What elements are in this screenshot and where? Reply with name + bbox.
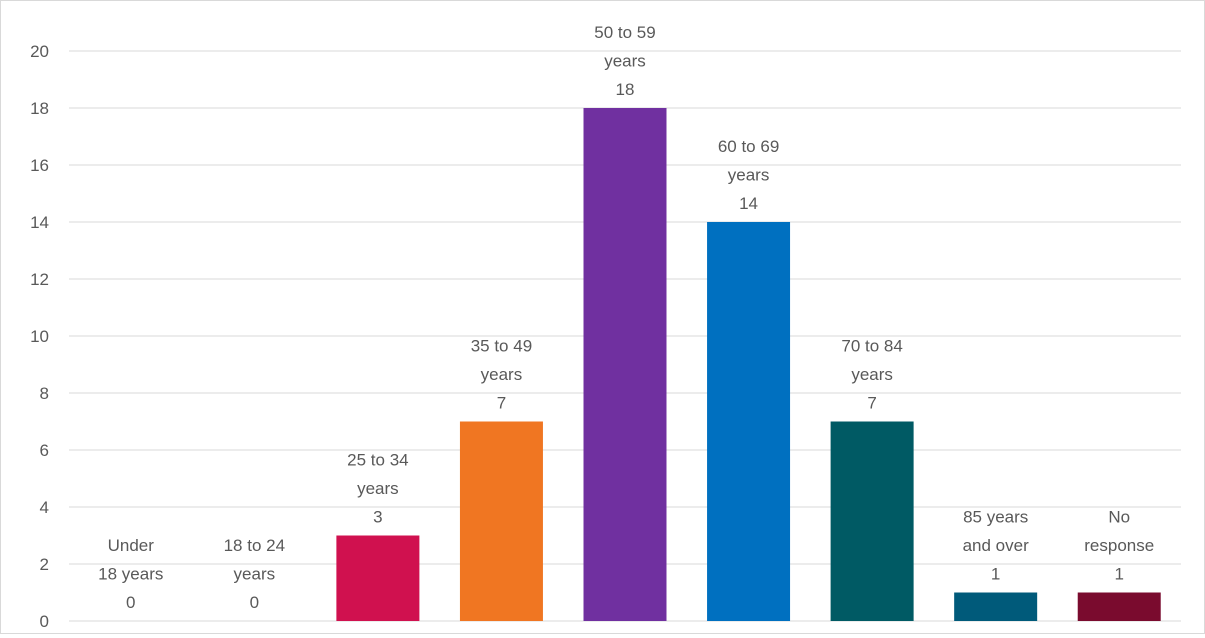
- data-label-category: No: [1108, 508, 1130, 527]
- bar: [459, 421, 543, 621]
- data-label: 18 to 24 years 0: [224, 536, 285, 612]
- data-label-value: 7: [497, 394, 506, 413]
- data-label-category: 18 to 24: [224, 536, 285, 555]
- y-axis-tick-labels: 0 2 4 6 8 10 12 14 16 18 20: [30, 42, 49, 631]
- data-label-value: 0: [250, 593, 259, 612]
- y-tick-label: 16: [30, 156, 49, 175]
- y-tick-label: 2: [40, 555, 49, 574]
- data-label-value: 1: [991, 565, 1000, 584]
- y-tick-label: 20: [30, 42, 49, 61]
- data-label-category: 18 years: [98, 565, 163, 584]
- bar: [707, 222, 791, 621]
- data-label-category: Under: [108, 536, 155, 555]
- data-label: No response 1: [1084, 508, 1154, 584]
- data-label-category: years: [728, 166, 770, 185]
- data-label-value: 18: [616, 80, 635, 99]
- data-label-category: years: [481, 365, 523, 384]
- data-label-value: 1: [1114, 565, 1123, 584]
- data-label: Under 18 years 0: [98, 536, 163, 612]
- y-tick-label: 14: [30, 213, 49, 232]
- data-label-category: years: [851, 365, 893, 384]
- bar: [583, 108, 667, 621]
- data-label: 70 to 84 years 7: [841, 337, 902, 413]
- y-tick-label: 6: [40, 441, 49, 460]
- y-tick-label: 18: [30, 99, 49, 118]
- data-label-category: response: [1084, 536, 1154, 555]
- bar: [954, 592, 1038, 621]
- data-label-category: 60 to 69: [718, 137, 779, 156]
- data-label-category: 25 to 34: [347, 451, 408, 470]
- data-label-category: years: [234, 565, 276, 584]
- data-label-value: 7: [867, 394, 876, 413]
- bars: [336, 108, 1161, 621]
- data-label: 60 to 69 years 14: [718, 137, 779, 213]
- data-label-category: years: [357, 479, 399, 498]
- data-label-category: years: [604, 52, 646, 71]
- data-label-value: 14: [739, 194, 758, 213]
- data-label: 85 years and over 1: [963, 508, 1029, 584]
- data-label-category: and over: [963, 536, 1029, 555]
- bar: [830, 421, 914, 621]
- data-label-category: 70 to 84: [841, 337, 902, 356]
- data-label-value: 3: [373, 508, 382, 527]
- bar: [1077, 592, 1161, 621]
- y-tick-label: 0: [40, 612, 49, 631]
- y-tick-label: 4: [40, 498, 49, 517]
- y-tick-label: 10: [30, 327, 49, 346]
- y-tick-label: 12: [30, 270, 49, 289]
- data-label-value: 0: [126, 593, 135, 612]
- data-label-category: 35 to 49: [471, 337, 532, 356]
- y-tick-label: 8: [40, 384, 49, 403]
- data-labels: Under 18 years 0 18 to 24 years 0 25 to 34 year…: [98, 23, 1154, 612]
- data-label-category: 50 to 59: [594, 23, 655, 42]
- data-label: 35 to 49 years 7: [471, 337, 532, 413]
- data-label: 25 to 34 years 3: [347, 451, 408, 527]
- data-label: 50 to 59 years 18: [594, 23, 655, 99]
- data-label-category: 85 years: [963, 508, 1028, 527]
- bar: [336, 535, 420, 621]
